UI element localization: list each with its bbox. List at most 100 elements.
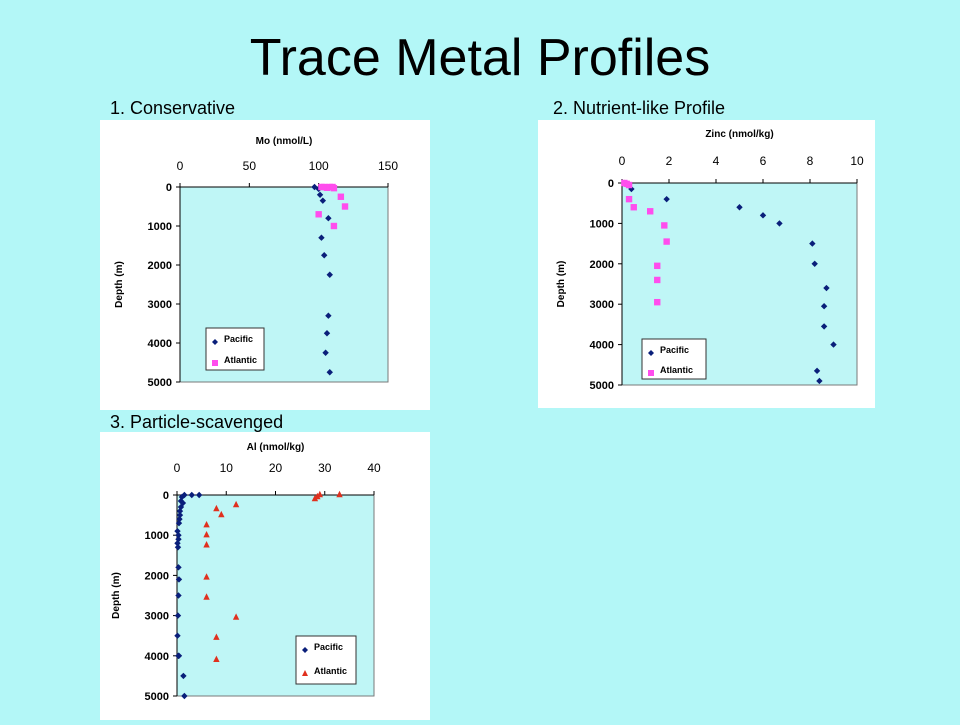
data-point-atlantic (341, 203, 349, 210)
data-point-pacific (174, 540, 181, 547)
legend-label-pacific: Pacific (224, 334, 253, 344)
y-tick-label: 1000 (590, 218, 614, 230)
data-point-atlantic (213, 504, 220, 512)
data-point-pacific (177, 503, 185, 511)
y-tick-label: 5000 (590, 380, 614, 392)
data-point-pacific (181, 491, 188, 499)
y-tick-label: 4000 (590, 340, 614, 352)
al-chart: Al (nmol/kg) 0 10 20 30 40 0 1000 2000 3000 4000 50… (111, 442, 381, 703)
x-tick-label: 20 (269, 461, 283, 475)
x-tick-label: 4 (713, 154, 720, 168)
x-tick-label: 6 (760, 154, 767, 168)
data-point-pacific (316, 191, 324, 198)
data-point-atlantic (232, 613, 240, 620)
data-point-atlantic (654, 276, 661, 284)
chart-title: Mo (nmol/L) (256, 136, 313, 147)
data-point-pacific (809, 240, 816, 247)
chart-panel-al: Al (nmol/kg) 0 10 20 30 40 0 1000 2000 3000 4000 50… (100, 432, 430, 720)
data-point-atlantic (330, 184, 338, 192)
x-tick-label: 100 (309, 159, 329, 173)
data-point-atlantic (203, 520, 210, 528)
data-point-atlantic (661, 222, 668, 229)
y-axis-label: Depth (m) (114, 261, 125, 308)
x-tick-label: 0 (177, 159, 184, 173)
data-point-atlantic (315, 211, 322, 218)
data-point-pacific (759, 212, 767, 219)
data-point-pacific (174, 612, 182, 619)
data-point-pacific (319, 197, 327, 204)
x-tick-label: 8 (807, 154, 814, 168)
y-tick-label: 0 (166, 182, 172, 194)
y-tick-label: 0 (163, 490, 169, 502)
y-tick-label: 3000 (148, 299, 172, 311)
data-point-pacific (322, 349, 329, 356)
zinc-chart: Zinc (nmol/kg) 0 2 4 6 8 10 0 1000 2000 3000 4000 50… (556, 129, 864, 392)
data-point-pacific (830, 341, 837, 348)
legend-marker-atlantic (212, 360, 218, 366)
data-point-pacific (181, 692, 188, 700)
legend-label-atlantic: Atlantic (224, 355, 257, 365)
data-point-pacific (736, 204, 743, 211)
x-tick-label: 2 (666, 154, 673, 168)
y-tick-label: 3000 (590, 299, 614, 311)
data-point-pacific (318, 234, 325, 241)
data-point-pacific (321, 252, 328, 259)
data-point-atlantic (630, 204, 637, 211)
data-point-atlantic (337, 193, 345, 200)
data-point-atlantic (336, 490, 343, 498)
data-point-pacific (175, 592, 182, 599)
data-point-atlantic (218, 510, 225, 518)
y-tick-label: 4000 (145, 651, 169, 663)
data-point-atlantic (654, 298, 661, 306)
legend-label-pacific: Pacific (314, 642, 343, 652)
data-point-pacific (816, 377, 823, 385)
data-point-atlantic (663, 238, 670, 245)
data-point-atlantic (330, 222, 338, 230)
data-point-atlantic (625, 181, 633, 189)
x-tick-label: 50 (243, 159, 257, 173)
data-point-atlantic (625, 195, 633, 203)
x-tick-label: 0 (619, 154, 626, 168)
legend-marker-atlantic (648, 370, 654, 376)
data-point-pacific (174, 544, 182, 551)
x-tick-label: 150 (378, 159, 398, 173)
legend-marker-pacific (212, 339, 218, 345)
x-tick-label: 0 (174, 461, 181, 475)
data-point-pacific (325, 215, 332, 222)
data-point-pacific (188, 491, 195, 499)
legend-marker-pacific (648, 350, 654, 356)
data-point-atlantic (311, 494, 319, 502)
data-point-atlantic (203, 531, 210, 538)
data-point-atlantic (213, 633, 220, 640)
y-axis-label: Depth (m) (111, 572, 122, 619)
y-tick-label: 2000 (145, 570, 169, 582)
chart-label-scavenged: 3. Particle-scavenged (110, 412, 284, 432)
data-point-atlantic (203, 593, 210, 600)
data-point-atlantic (213, 655, 220, 663)
data-point-pacific (326, 271, 333, 278)
chart-label-nutrient: 2. Nutrient-like Profile (553, 98, 726, 118)
data-point-pacific (176, 507, 184, 515)
legend-label-atlantic: Atlantic (314, 666, 347, 676)
y-tick-label: 2000 (148, 260, 172, 272)
legend-label-pacific: Pacific (660, 345, 689, 355)
y-axis-label: Depth (m) (556, 261, 567, 308)
mo-chart: Mo (nmol/L) 0 50 100 150 0 1000 2000 3000 4000 500… (114, 136, 398, 389)
chart-label-conservative: 1. Conservative (110, 98, 236, 118)
chart-panel-mo: Mo (nmol/L) 0 50 100 150 0 1000 2000 3000 4000 500… (100, 120, 430, 410)
data-point-atlantic (654, 262, 661, 270)
y-tick-label: 3000 (145, 611, 169, 623)
slide-title: Trace Metal Profiles (249, 29, 711, 87)
data-point-atlantic (232, 500, 240, 508)
data-point-pacific (325, 312, 332, 319)
data-point-pacific (177, 497, 185, 505)
legend-marker-pacific (302, 647, 308, 653)
x-tick-label: 10 (220, 461, 234, 475)
x-tick-label: 30 (318, 461, 332, 475)
legend-label-atlantic: Atlantic (660, 365, 693, 375)
y-tick-label: 1000 (145, 530, 169, 542)
data-point-atlantic (203, 573, 210, 580)
data-point-pacific (195, 491, 203, 499)
data-point-atlantic (647, 208, 654, 215)
y-tick-label: 1000 (148, 221, 172, 233)
